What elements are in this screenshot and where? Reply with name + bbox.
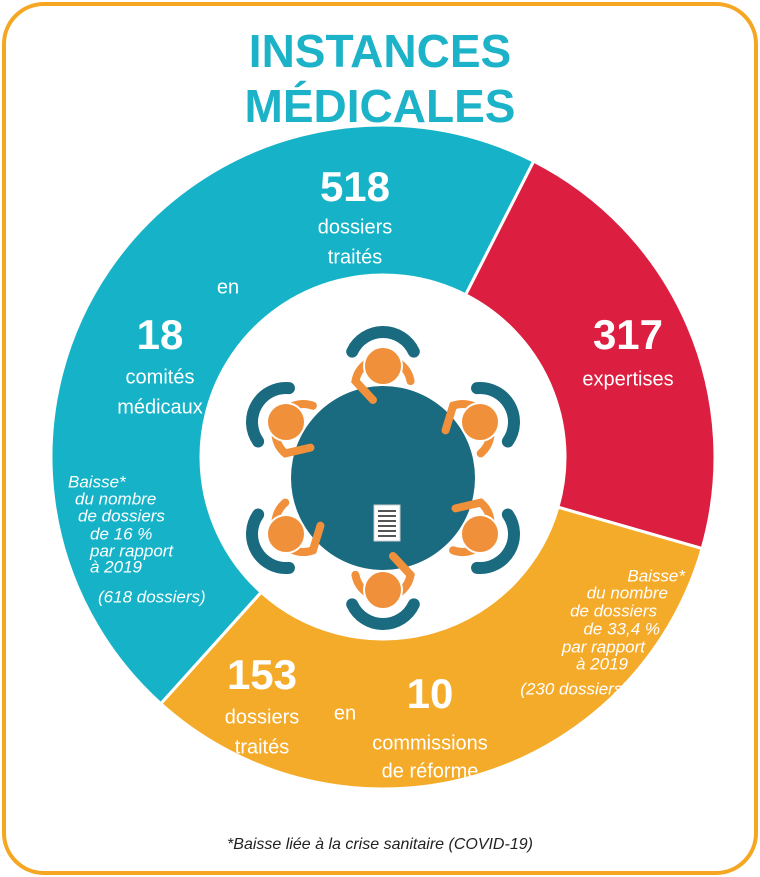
head — [364, 571, 402, 609]
number: 518 — [320, 163, 390, 210]
label: traités — [235, 736, 289, 758]
head — [364, 347, 402, 385]
head — [461, 515, 499, 553]
label: traités — [328, 246, 382, 268]
label: comités — [126, 366, 195, 388]
label: en — [217, 276, 239, 298]
note: de 33,4 % — [583, 619, 660, 638]
note: à 2019 — [90, 557, 143, 576]
number: 153 — [227, 651, 297, 698]
label: de réforme — [382, 760, 479, 782]
number: 10 — [407, 670, 454, 717]
note: de dossiers — [570, 601, 657, 620]
note: (230 dossiers) — [520, 679, 628, 698]
title: MÉDICALES — [245, 80, 516, 132]
footnote: *Baisse liée à la crise sanitaire (COVID… — [227, 836, 533, 853]
number: 18 — [137, 311, 184, 358]
note: à 2019 — [576, 654, 629, 673]
label: médicaux — [117, 396, 203, 418]
note: du nombre — [587, 583, 668, 602]
number: 317 — [593, 311, 663, 358]
head — [267, 403, 305, 441]
infographic: INSTANCES MÉDICALES 518 dossiers traités… — [0, 0, 760, 877]
label: dossiers — [318, 216, 392, 238]
note: de dossiers — [78, 506, 165, 525]
label: commissions — [372, 732, 488, 754]
head — [461, 403, 499, 441]
label: dossiers — [225, 706, 299, 728]
note: (618 dossiers) — [98, 587, 206, 606]
label: expertises — [582, 368, 673, 390]
title: INSTANCES — [249, 25, 511, 77]
label: en — [334, 702, 356, 724]
head — [267, 515, 305, 553]
